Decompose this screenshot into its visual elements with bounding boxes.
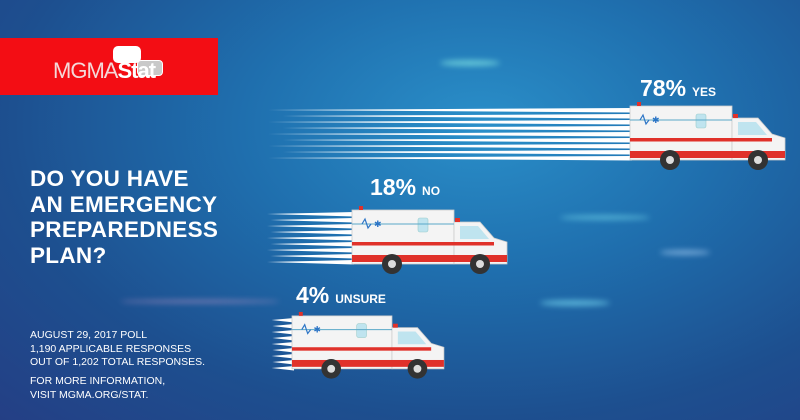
question-line: PREPAREDNESS — [30, 217, 219, 242]
speed-line — [271, 342, 294, 347]
speed-line — [268, 108, 632, 113]
speed-line — [270, 230, 354, 235]
category-label: UNSURE — [335, 292, 386, 306]
speed-line — [272, 348, 294, 353]
ambulance-icon — [291, 311, 445, 380]
speed-line — [271, 366, 294, 371]
speed-line — [270, 218, 354, 223]
speed-line — [270, 242, 354, 247]
speed-line — [266, 248, 354, 253]
logo-text-light: MGMA — [53, 58, 118, 83]
poll-total: OUT OF 1,202 TOTAL RESPONSES. — [30, 356, 206, 368]
value-label: 78% — [640, 75, 687, 101]
logo: MGMAStat — [53, 58, 156, 84]
speed-line — [268, 132, 632, 137]
speed-line — [272, 336, 294, 341]
chat-bubble-icon — [137, 60, 163, 76]
ambulance-icon — [629, 101, 786, 171]
speed-line — [266, 224, 354, 229]
category-label: YES — [692, 85, 717, 99]
speed-line — [268, 120, 632, 125]
poll-date: AUGUST 29, 2017 POLL — [30, 329, 148, 341]
ambulance-icon — [351, 205, 508, 275]
logo-text-bold: Stat — [117, 58, 156, 83]
logo-banner — [0, 38, 218, 95]
speed-line — [282, 114, 632, 119]
speed-line — [282, 126, 632, 131]
question-line: AN EMERGENCY — [30, 191, 218, 217]
speed-line — [268, 144, 632, 149]
bar-unsure — [271, 311, 445, 380]
bar-yes — [268, 101, 786, 171]
speed-line — [266, 260, 354, 265]
label-yes: 78% YES — [640, 75, 716, 102]
question-line: PLAN? — [30, 242, 107, 268]
speed-line — [282, 150, 632, 155]
speed-line — [271, 354, 294, 359]
speed-line — [266, 212, 354, 217]
speed-line — [272, 360, 294, 365]
more-info: FOR MORE INFORMATION, VISIT MGMA.ORG/STA… — [30, 375, 165, 402]
info-line: FOR MORE INFORMATION, — [30, 375, 166, 387]
speed-line — [271, 330, 294, 335]
speed-line — [266, 236, 354, 241]
speed-line — [270, 254, 354, 259]
poll-applicable: 1,190 APPLICABLE RESPONSES — [30, 342, 192, 355]
speed-line — [272, 324, 294, 329]
label-no: 18% NO — [370, 174, 440, 201]
bar-no — [266, 205, 508, 275]
poll-question: DO YOU HAVE AN EMERGENCY PREPAREDNESS PL… — [30, 166, 218, 268]
value-label: 18% — [370, 174, 417, 200]
question-line: DO YOU HAVE — [30, 166, 189, 191]
info-link: VISIT MGMA.ORG/STAT. — [30, 388, 149, 401]
speed-line — [282, 138, 632, 143]
speed-line — [268, 156, 632, 161]
value-label: 4% — [296, 282, 330, 308]
chat-bubble-icon — [113, 46, 141, 63]
label-unsure: 4% UNSURE — [296, 282, 386, 309]
category-label: NO — [422, 184, 441, 198]
poll-info: AUGUST 29, 2017 POLL 1,190 APPLICABLE RE… — [30, 329, 205, 370]
speed-line — [271, 318, 294, 323]
